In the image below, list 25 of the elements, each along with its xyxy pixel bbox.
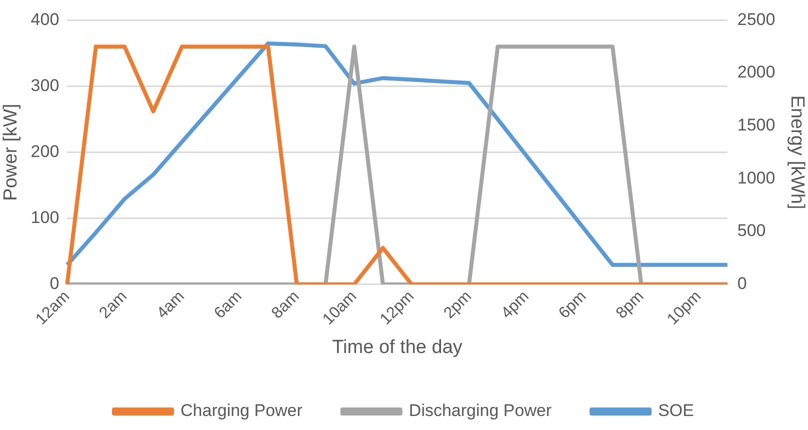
legend-label: Discharging Power bbox=[408, 401, 552, 420]
x-tick-label: 6pm bbox=[556, 288, 590, 322]
y-tick-label: 300 bbox=[30, 76, 60, 95]
y2-tick-label: 1500 bbox=[737, 116, 776, 135]
legend-label: SOE bbox=[658, 401, 694, 420]
x-tick-label: 2am bbox=[96, 288, 131, 322]
legend-label: Charging Power bbox=[180, 401, 303, 420]
x-tick-label: 8am bbox=[268, 288, 303, 322]
y2-tick-label: 2500 bbox=[737, 10, 776, 29]
x-axis-title: Time of the day bbox=[332, 336, 463, 358]
x-tick-label: 4am bbox=[154, 288, 188, 322]
y2-tick-label: 0 bbox=[737, 274, 747, 294]
y2-axis-title: Energy [kWh] bbox=[786, 95, 808, 210]
y2-tick-label: 1000 bbox=[737, 168, 776, 188]
x-tick-label: 4pm bbox=[498, 288, 532, 322]
y-tick-label: 200 bbox=[30, 142, 60, 161]
x-tick-label: 8pm bbox=[613, 288, 648, 322]
x-tick-label: 2pm bbox=[440, 288, 475, 322]
y2-tick-label: 2000 bbox=[737, 62, 776, 82]
y-axis-title: Power [kW] bbox=[0, 104, 22, 201]
x-tick-label: 6am bbox=[211, 288, 246, 322]
y-tick-label: 100 bbox=[30, 208, 60, 227]
y2-tick-label: 500 bbox=[737, 221, 766, 240]
y-tick-label: 0 bbox=[50, 274, 60, 294]
y-tick-label: 400 bbox=[30, 10, 60, 29]
